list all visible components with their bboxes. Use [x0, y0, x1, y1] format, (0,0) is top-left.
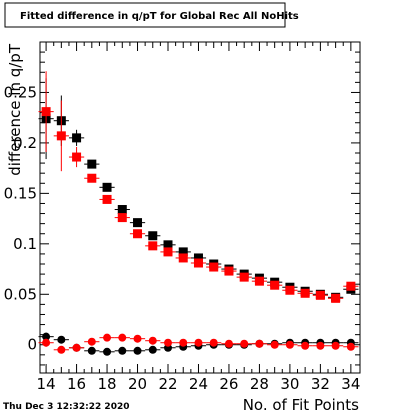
x-tick-label: 16	[67, 375, 86, 393]
y-tick-label: 0.2	[13, 134, 37, 152]
x-tick-label: 28	[250, 375, 269, 393]
data-point	[148, 241, 158, 251]
data-point	[148, 336, 157, 345]
data-point	[254, 276, 264, 286]
data-point	[103, 347, 112, 356]
data-point	[72, 133, 82, 143]
y-tick-label: 0	[27, 336, 37, 354]
data-point	[102, 182, 112, 192]
data-point	[270, 280, 280, 290]
data-point	[255, 339, 264, 348]
title-box	[4, 2, 286, 28]
data-point	[240, 339, 249, 348]
data-point	[209, 338, 218, 347]
series-0	[38, 78, 359, 302]
data-point	[315, 290, 325, 300]
data-point	[178, 253, 188, 263]
data-point	[133, 346, 142, 355]
data-point	[118, 333, 127, 342]
data-point	[42, 332, 51, 341]
data-point	[193, 253, 203, 263]
data-point	[194, 338, 203, 347]
data-point	[164, 338, 172, 347]
axis-ticks	[40, 42, 360, 373]
data-point	[103, 333, 112, 342]
y-tick-label: 0.1	[13, 235, 37, 253]
data-point	[148, 231, 158, 241]
footer-date: Thu Dec 3 12:32:22 2020	[3, 402, 129, 412]
data-point	[270, 340, 279, 349]
data-point	[346, 281, 356, 291]
y-tick-label: 0.05	[4, 285, 37, 303]
data-point	[87, 159, 97, 169]
data-point	[285, 340, 294, 349]
data-point	[301, 341, 310, 350]
series-1	[38, 71, 359, 303]
data-point	[102, 194, 112, 204]
x-tick-label: 32	[311, 375, 330, 393]
y-tick-label: 0.15	[4, 184, 37, 202]
data-point	[117, 205, 127, 215]
x-tick-label: 34	[341, 375, 360, 393]
data-point	[239, 272, 249, 282]
data-point	[285, 285, 295, 295]
data-point	[117, 213, 127, 223]
data-point	[133, 218, 143, 228]
data-point	[163, 240, 173, 250]
data-marks	[38, 71, 359, 356]
data-point	[179, 338, 188, 347]
x-axis-label: No. of Fit Points	[243, 396, 359, 414]
data-point	[148, 345, 157, 354]
data-point	[72, 343, 81, 352]
data-point	[331, 293, 341, 303]
data-point	[224, 266, 234, 276]
data-point	[57, 345, 66, 354]
data-point	[56, 131, 66, 141]
x-tick-label: 26	[219, 375, 238, 393]
data-point	[118, 346, 127, 355]
data-point	[346, 342, 355, 351]
data-point	[133, 229, 143, 239]
data-point	[300, 288, 310, 298]
x-tick-label: 22	[158, 375, 177, 393]
data-point	[87, 337, 96, 346]
chart-title: Fitted difference in q/pT for Global Rec…	[20, 11, 299, 22]
x-tick-label: 18	[98, 375, 117, 393]
y-axis-label: difference in q/pT	[6, 43, 24, 176]
x-tick-label: 20	[128, 375, 147, 393]
data-point	[224, 339, 233, 348]
data-point	[133, 334, 142, 343]
data-point	[57, 335, 66, 344]
y-tick-label: 0.25	[4, 83, 37, 101]
data-point	[41, 107, 51, 117]
data-point	[42, 338, 51, 347]
data-point	[163, 247, 173, 257]
axis-tick-labels: 14 16 18 20 22 24 26 28 30 32 34 0 0.05 0.1 0.15 0.2 0.2…	[4, 83, 361, 393]
data-point	[331, 341, 340, 350]
plot-frame	[39, 41, 361, 374]
data-point	[316, 341, 325, 350]
data-point	[72, 152, 82, 162]
x-tick-label: 24	[189, 375, 208, 393]
series-3	[38, 333, 359, 354]
data-point	[209, 262, 219, 272]
data-point	[87, 173, 97, 183]
data-point	[178, 247, 188, 257]
data-point	[193, 258, 203, 268]
x-tick-label: 14	[37, 375, 56, 393]
data-point	[87, 346, 96, 355]
x-tick-label: 30	[280, 375, 299, 393]
